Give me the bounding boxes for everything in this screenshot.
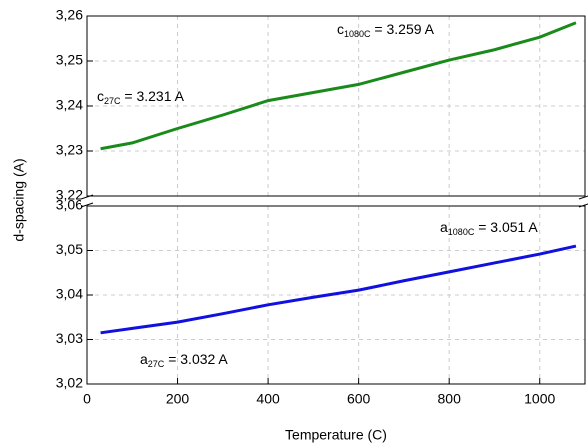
data-line (100, 244, 577, 335)
y-tick-label: 3,25 (56, 52, 83, 68)
x-tick-label: 0 (83, 391, 91, 407)
y-axis-label: d-spacing (A) (11, 158, 27, 241)
x-tick-label: 600 (347, 391, 371, 407)
y-tick-label: 3,06 (56, 197, 83, 213)
y-tick-label: 3,03 (56, 330, 83, 346)
y-tick-label: 3,05 (56, 241, 83, 257)
break-mark (80, 202, 94, 208)
annotation-subscript: 27C (104, 96, 121, 106)
annotation-subscript: 1080C (344, 29, 371, 39)
data-line (100, 21, 577, 151)
annotation-symbol: a (140, 351, 148, 367)
y-tick-label: 3,26 (56, 7, 83, 23)
x-tick-label: 800 (438, 391, 462, 407)
x-tick-label: 400 (256, 391, 280, 407)
y-tick-label: 3,24 (56, 97, 83, 113)
y-tick-label: 3,22 (56, 187, 83, 203)
break-mark (80, 194, 94, 200)
x-axis-label: Temperature (C) (285, 427, 387, 443)
annotation-symbol: c (97, 88, 104, 104)
annotation: a27C = 3.032 A (140, 351, 228, 370)
plot-frame (86, 205, 586, 385)
annotation-subscript: 27C (148, 359, 165, 369)
x-tick-label: 1000 (524, 391, 555, 407)
break-mark (578, 195, 588, 200)
break-mark (578, 203, 588, 208)
x-tick-label: 200 (166, 391, 190, 407)
annotation-symbol: c (337, 21, 344, 37)
annotation-symbol: a (440, 219, 448, 235)
break-gap (579, 197, 588, 205)
annotation-value: = 3.051 A (474, 219, 538, 235)
y-tick-label: 3,04 (56, 286, 83, 302)
annotation: c1080C = 3.259 A (337, 21, 435, 40)
annotation: c27C = 3.231 A (97, 88, 185, 107)
annotation: a1080C = 3.051 A (440, 219, 538, 238)
annotation-value: = 3.259 A (371, 21, 435, 37)
annotation-subscript: 1080C (448, 227, 475, 237)
annotation-value: = 3.032 A (164, 351, 228, 367)
annotation-value: = 3.231 A (121, 88, 185, 104)
y-tick-label: 3,02 (56, 375, 83, 391)
plot-frame (86, 15, 586, 197)
break-gap (81, 197, 93, 205)
y-tick-label: 3,23 (56, 142, 83, 158)
